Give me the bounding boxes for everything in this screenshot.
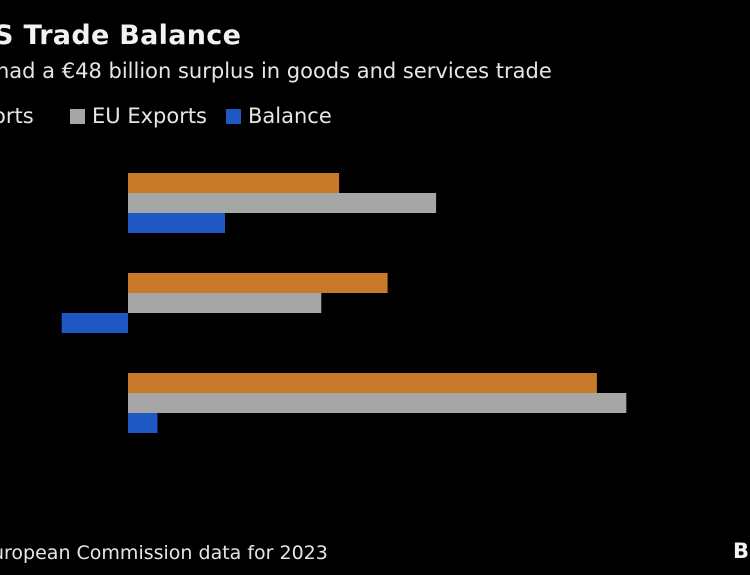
legend-item-balance: Balance <box>226 104 332 128</box>
bar-balance-1 <box>128 213 225 233</box>
source-note: uropean Commission data for 2023 <box>0 542 328 564</box>
bar-exports-2 <box>128 293 322 313</box>
legend-item-exports: EU Exports <box>70 104 207 128</box>
brand-logo: Bl <box>733 539 750 563</box>
bar-balance-2 <box>61 313 129 333</box>
legend-label-exports: EU Exports <box>92 104 207 128</box>
bar-imports-1 <box>128 173 340 193</box>
chart-subtitle: had a €48 billion surplus in goods and s… <box>0 59 552 83</box>
bar-exports-3 <box>128 393 627 413</box>
bar-imports-3 <box>128 373 597 393</box>
bar-exports-1 <box>128 193 437 213</box>
chart-legend: orts EU Exports Balance <box>0 104 400 132</box>
legend-swatch-exports <box>70 108 85 124</box>
legend-item-imports: orts <box>0 104 34 128</box>
legend-label-imports: orts <box>0 104 34 128</box>
legend-swatch-balance <box>226 108 241 124</box>
page-title: S Trade Balance <box>0 20 242 51</box>
bar-imports-2 <box>128 273 388 293</box>
bar-balance-3 <box>128 413 158 433</box>
legend-label-balance: Balance <box>248 104 332 128</box>
